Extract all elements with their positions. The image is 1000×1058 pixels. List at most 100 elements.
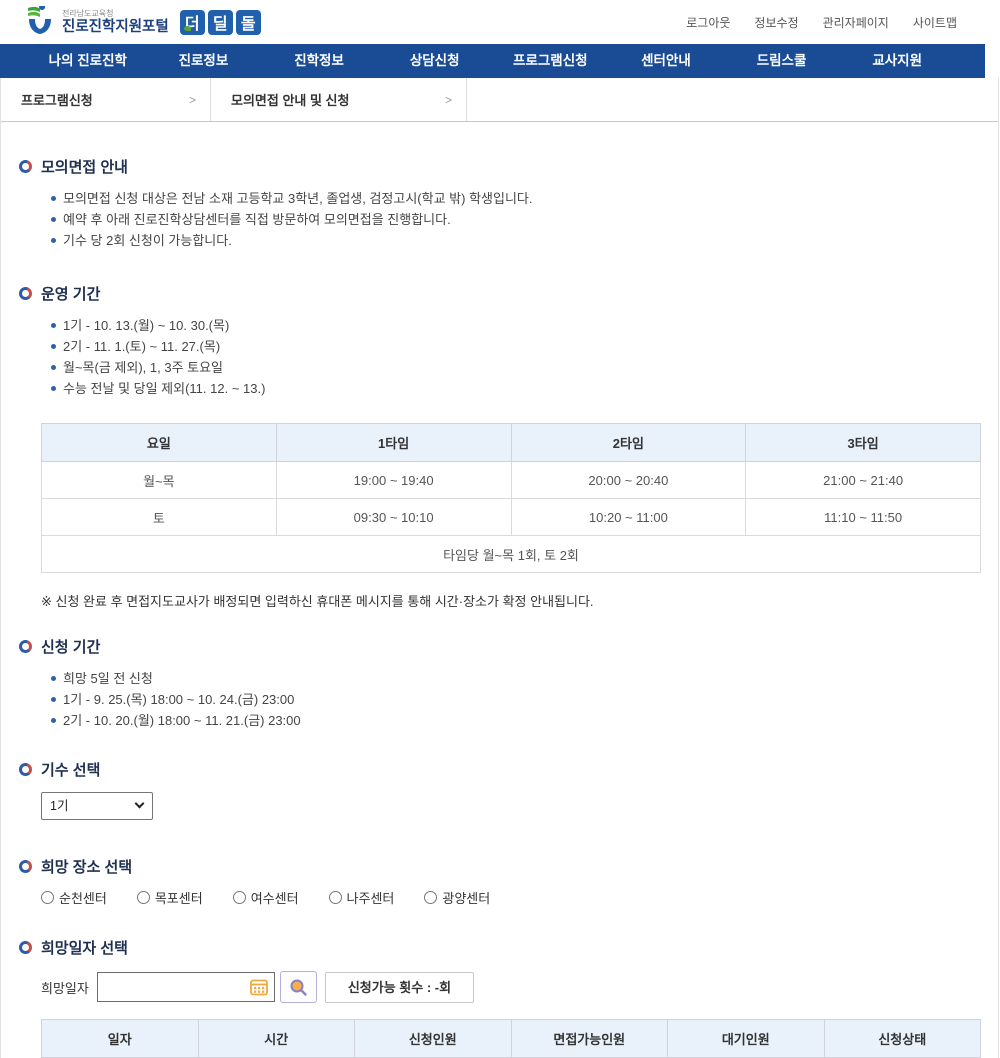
apply-bullet-list: 희망 5일 전 신청 1기 - 9. 25.(목) 18:00 ~ 10. 24…	[51, 668, 978, 731]
breadcrumb-item-mock-interview[interactable]: 모의면접 안내 및 신청 >	[211, 78, 467, 121]
place-radio[interactable]	[41, 891, 54, 904]
time-table-cell: 10:20 ~ 11:00	[510, 498, 747, 536]
time-table-header: 요일	[41, 423, 277, 462]
search-button[interactable]	[279, 971, 317, 1003]
admin-page-link[interactable]: 관리자페이지	[822, 15, 889, 30]
chevron-right-icon: >	[444, 92, 452, 107]
operation-bullet: 1기 - 10. 13.(월) ~ 10. 30.(목)	[51, 315, 978, 336]
time-table-cell: 09:30 ~ 10:10	[275, 498, 512, 536]
nav-item-teacher-support[interactable]: 교사지원	[872, 53, 923, 68]
schedule-table-header: 신청인원	[354, 1019, 512, 1058]
place-radio-label: 순천센터	[59, 891, 107, 906]
section-title-text: 운영 기간	[41, 286, 101, 303]
schedule-table-header-row: 일자 시간 신청인원 면접가능인원 대기인원 신청상태	[41, 1019, 981, 1058]
time-table-row: 토 09:30 ~ 10:10 10:20 ~ 11:00 11:10 ~ 11…	[41, 498, 981, 536]
top-header: 전라남도교육청 진로진학지원포털 더 딜 돌 로그아웃 정보수정 관리자페이지 …	[0, 0, 985, 44]
main-nav-inner: 나의 진로진학 진로정보 진학정보 상담신청 프로그램신청 센터안내 드림스쿨 …	[0, 44, 985, 78]
utility-menu: 로그아웃 정보수정 관리자페이지 사이트맵	[686, 14, 957, 31]
place-radio[interactable]	[328, 891, 342, 904]
logo-portal: 진로진학지원포털	[62, 18, 169, 35]
schedule-table-header: 대기인원	[667, 1019, 825, 1058]
place-radio[interactable]	[232, 891, 246, 904]
section-title-text: 신청 기간	[41, 639, 101, 656]
apply-bullet: 희망 5일 전 신청	[51, 668, 978, 689]
guide-bullet: 예약 후 아래 진로진학상담센터를 직접 방문하여 모의면접을 진행합니다.	[51, 209, 978, 230]
search-icon	[290, 979, 308, 996]
section-title-text: 모의면접 안내	[41, 159, 128, 176]
calendar-button[interactable]	[248, 977, 270, 999]
section-title-round-select: 기수 선택	[19, 759, 978, 780]
place-radio[interactable]	[424, 891, 438, 904]
chevron-right-icon: >	[188, 92, 196, 107]
section-title-text: 희망일자 선택	[41, 940, 128, 957]
section-title-place-select: 희망 장소 선택	[19, 856, 978, 877]
time-table-cell: 21:00 ~ 21:40	[745, 461, 981, 499]
breadcrumb-label: 프로그램신청	[21, 93, 93, 108]
time-table-footer-row: 타임당 월~목 1회, 토 2회	[41, 535, 981, 573]
page-body: 프로그램신청 > 모의면접 안내 및 신청 > 모의면접 안내 모의면접 신청 …	[0, 78, 999, 1058]
place-radio-label: 광양센터	[442, 891, 491, 906]
guide-bullet-list: 모의면접 신청 대상은 전남 소재 고등학교 3학년, 졸업생, 검정고시(학교…	[51, 188, 978, 251]
logo-wordmark: 더 딜 돌	[179, 9, 261, 35]
time-table-cell: 토	[41, 498, 277, 536]
place-option-yeosu[interactable]: 여수센터	[232, 888, 299, 907]
section-ring-icon	[19, 763, 32, 776]
section-ring-icon	[19, 860, 32, 873]
logo-mark-icon	[28, 6, 51, 34]
apply-bullet: 2기 - 10. 20.(월) 18:00 ~ 11. 21.(금) 23:00	[51, 710, 978, 731]
section-title-apply-period: 신청 기간	[19, 636, 978, 657]
breadcrumb-item-program[interactable]: 프로그램신청 >	[1, 78, 211, 121]
round-select-wrap: 1기	[41, 792, 153, 820]
logo-text: 전라남도교육청 진로진학지원포털	[62, 9, 169, 35]
content: 모의면접 안내 모의면접 신청 대상은 전남 소재 고등학교 3학년, 졸업생,…	[1, 122, 998, 1058]
time-table-cell: 19:00 ~ 19:40	[275, 461, 512, 499]
logo-tile: 돌	[235, 9, 261, 35]
calendar-icon	[249, 979, 268, 996]
nav-item-admission-info[interactable]: 진학정보	[294, 53, 344, 68]
section-title-text: 희망 장소 선택	[41, 859, 133, 876]
nav-item-counsel-apply[interactable]: 상담신청	[409, 53, 460, 68]
nav-item-my-career[interactable]: 나의 진로진학	[48, 53, 127, 68]
section-ring-icon	[19, 941, 32, 954]
time-table-cell: 월~목	[41, 461, 277, 499]
site-logo[interactable]: 전라남도교육청 진로진학지원포털 더 딜 돌	[25, 6, 261, 38]
section-title-date-select: 희망일자 선택	[19, 937, 978, 958]
schedule-table-header: 면접가능인원	[510, 1019, 668, 1058]
breadcrumb-label: 모의면접 안내 및 신청	[231, 93, 350, 108]
place-option-gwangyang[interactable]: 광양센터	[424, 888, 490, 907]
place-radio[interactable]	[136, 891, 150, 904]
guide-bullet: 모의면접 신청 대상은 전남 소재 고등학교 3학년, 졸업생, 검정고시(학교…	[51, 188, 978, 209]
operation-bullet-list: 1기 - 10. 13.(월) ~ 10. 30.(목) 2기 - 11. 1.…	[51, 315, 978, 399]
nav-item-program-apply[interactable]: 프로그램신청	[513, 53, 588, 68]
logo-tile: 딜	[207, 9, 233, 35]
round-select[interactable]: 1기	[41, 792, 153, 820]
place-radio-group: 순천센터 목포센터 여수센터 나주센터 광양센터	[41, 888, 978, 907]
section-title-guide: 모의면접 안내	[19, 156, 978, 177]
schedule-table-header: 신청상태	[823, 1019, 981, 1058]
time-table-header: 1타임	[275, 423, 512, 462]
place-radio-label: 나주센터	[346, 891, 395, 906]
place-option-suncheon[interactable]: 순천센터	[41, 888, 107, 907]
time-table-header: 3타임	[745, 423, 981, 462]
guide-bullet: 기수 당 2회 신청이 가능합니다.	[51, 230, 978, 251]
place-option-mokpo[interactable]: 목포센터	[136, 888, 203, 907]
date-field-label: 희망일자	[41, 980, 89, 996]
time-table-header-row: 요일 1타임 2타임 3타임	[41, 423, 981, 462]
confirmation-note: ※ 신청 완료 후 면접지도교사가 배정되면 입력하신 휴대폰 메시지를 통해 …	[41, 594, 594, 609]
logout-link[interactable]: 로그아웃	[686, 15, 731, 30]
nav-item-center-guide[interactable]: 센터안내	[641, 53, 691, 68]
sitemap-link[interactable]: 사이트맵	[912, 15, 957, 30]
breadcrumb: 프로그램신청 > 모의면접 안내 및 신청 >	[1, 78, 998, 122]
edit-info-link[interactable]: 정보수정	[754, 15, 799, 30]
place-option-naju[interactable]: 나주센터	[328, 888, 395, 907]
place-radio-label: 목포센터	[154, 891, 203, 906]
operation-bullet: 수능 전날 및 당일 제외(11. 12. ~ 13.)	[51, 378, 978, 399]
time-table-cell: 20:00 ~ 20:40	[510, 461, 747, 499]
nav-item-dream-school[interactable]: 드림스쿨	[756, 53, 807, 68]
section-ring-icon	[19, 287, 32, 300]
available-count-box: 신청가능 횟수 : -회	[324, 971, 475, 1003]
section-title-text: 기수 선택	[41, 762, 101, 779]
date-select-row: 희망일자	[41, 971, 978, 1003]
nav-item-career-info[interactable]: 진로정보	[178, 53, 229, 68]
